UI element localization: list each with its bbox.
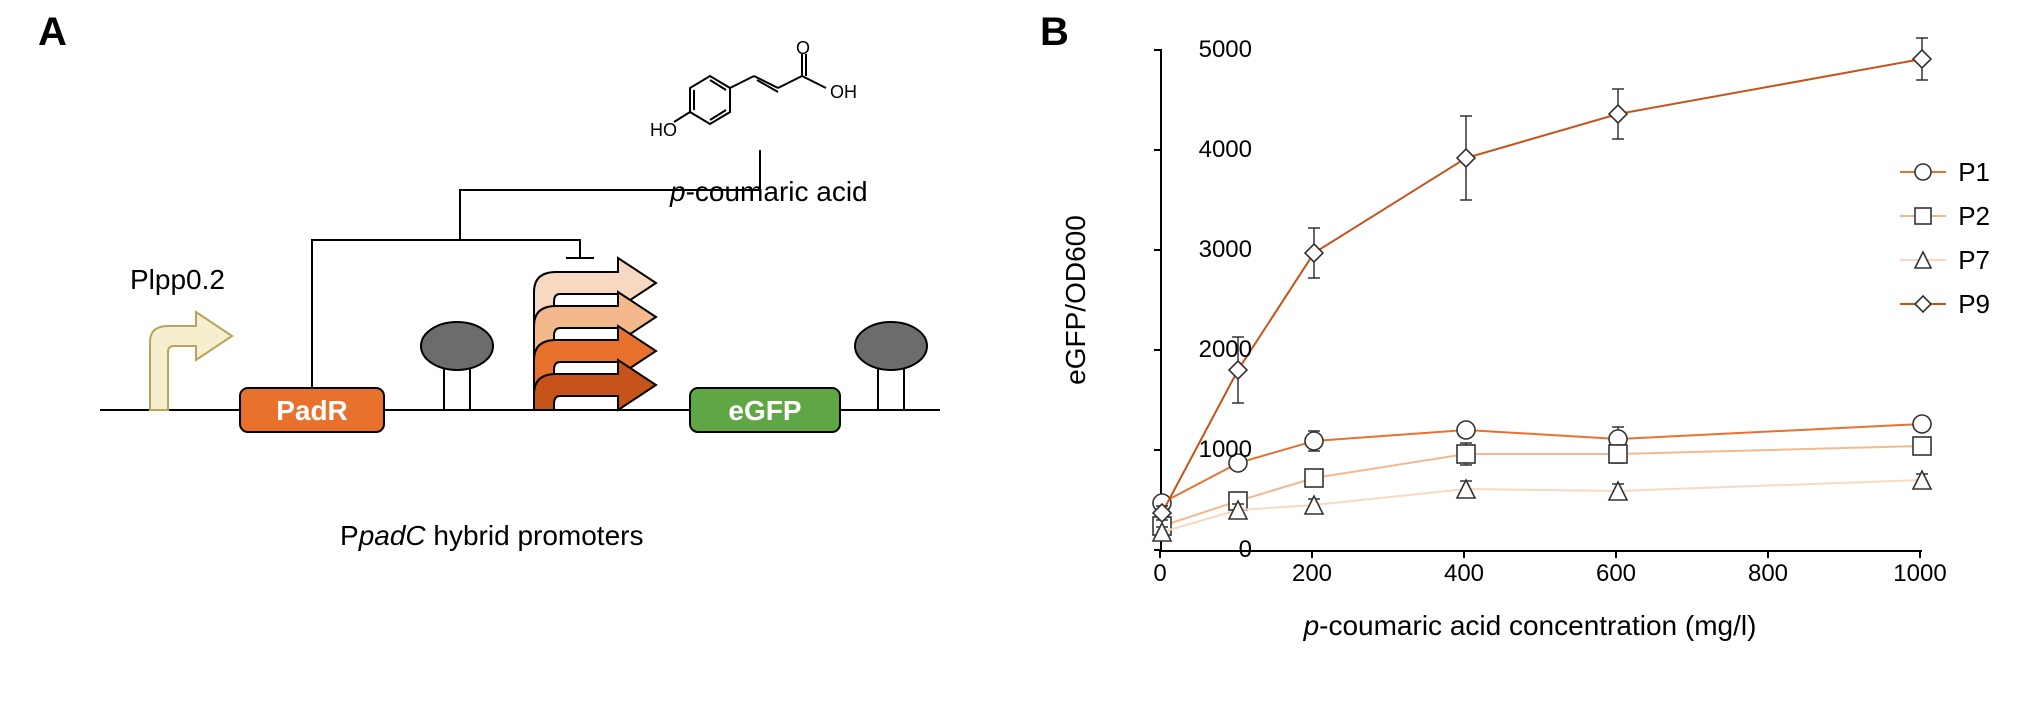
legend: P1P2P7P9 bbox=[1900, 150, 1990, 326]
panel-b: eGFP/OD600 p-coumaric acid concentration… bbox=[1040, 20, 2020, 680]
y-tick-label: 2000 bbox=[1152, 336, 1252, 364]
chart-area bbox=[1160, 50, 1922, 552]
y-tick-label: 3000 bbox=[1152, 236, 1252, 264]
molecule-oh: OH bbox=[830, 82, 857, 102]
panel-a-caption: PpadC hybrid promoters bbox=[340, 520, 644, 552]
x-tick-label: 1000 bbox=[1890, 560, 1950, 588]
panel-a-svg: HO O OH PadR eGFP bbox=[40, 20, 1000, 680]
x-tick-label: 600 bbox=[1586, 560, 1646, 588]
y-axis-label: eGFP/OD600 bbox=[1060, 215, 1092, 385]
molecule-o: O bbox=[796, 38, 810, 58]
legend-item: P7 bbox=[1900, 238, 1990, 282]
molecule-ho: HO bbox=[650, 120, 677, 140]
plpp-label: Plpp0.2 bbox=[130, 264, 225, 296]
x-tick-label: 400 bbox=[1434, 560, 1494, 588]
chart-svg bbox=[1162, 50, 1922, 550]
x-axis-label: p-coumaric acid concentration (mg/l) bbox=[1040, 610, 2020, 642]
y-tick-label: 4000 bbox=[1152, 136, 1252, 164]
panel-a: HO O OH PadR eGFP bbox=[40, 20, 1000, 680]
x-tick-label: 200 bbox=[1282, 560, 1342, 588]
legend-item: P9 bbox=[1900, 282, 1990, 326]
y-tick-label: 1000 bbox=[1152, 436, 1252, 464]
legend-item: P2 bbox=[1900, 194, 1990, 238]
y-tick-label: 5000 bbox=[1152, 36, 1252, 64]
x-tick-label: 0 bbox=[1130, 560, 1190, 588]
legend-item: P1 bbox=[1900, 150, 1990, 194]
x-tick-label: 800 bbox=[1738, 560, 1798, 588]
egfp-text: eGFP bbox=[728, 395, 801, 426]
pcoumaric-label: p-coumaric acid bbox=[670, 176, 868, 208]
padr-text: PadR bbox=[276, 395, 348, 426]
